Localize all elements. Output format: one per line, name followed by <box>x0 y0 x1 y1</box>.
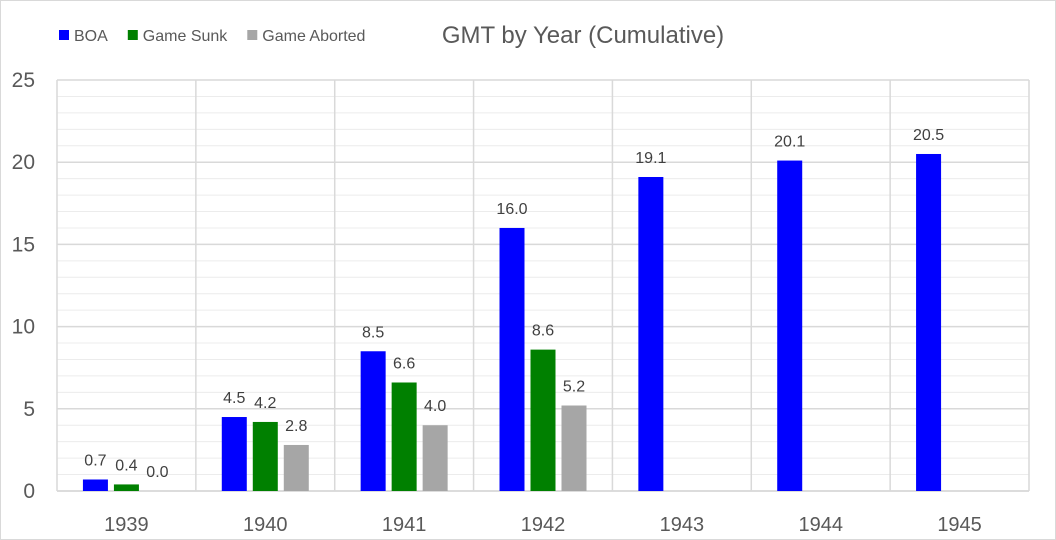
x-tick-label: 1939 <box>104 514 149 536</box>
y-tick-label: 10 <box>12 316 35 339</box>
bar <box>422 425 448 491</box>
data-label: 4.2 <box>254 395 276 412</box>
data-label: 8.6 <box>532 323 554 340</box>
bar <box>113 484 139 491</box>
data-label: 19.1 <box>635 150 666 167</box>
bar <box>283 444 309 491</box>
y-tick-label: 0 <box>23 480 35 503</box>
chart-title: GMT by Year (Cumulative) <box>442 22 724 49</box>
y-axis-ticks: 0 5 10 15 20 25 <box>12 69 35 503</box>
bar <box>638 176 664 491</box>
legend-swatch <box>247 30 258 40</box>
data-label: 0.7 <box>84 452 106 469</box>
x-tick-label: 1943 <box>660 514 705 536</box>
bar <box>221 417 247 491</box>
data-label: 16.0 <box>496 201 527 218</box>
x-tick-label: 1944 <box>798 514 843 536</box>
y-tick-label: 25 <box>12 69 35 92</box>
data-label: 4.0 <box>424 398 446 415</box>
data-label: 20.1 <box>774 134 805 151</box>
x-tick-label: 1942 <box>521 514 566 536</box>
bar <box>252 421 278 491</box>
minor-gridlines <box>57 95 1029 476</box>
bar <box>561 405 587 491</box>
data-labels: 0.7 0.4 0.0 4.5 4.2 2.8 8.5 6.6 4.0 16.0 8.6 5.2 19.… <box>84 127 944 481</box>
bar <box>777 160 803 491</box>
x-axis-ticks: 1939 1940 1941 1942 1943 1944 1945 <box>104 514 982 536</box>
category-gridlines <box>56 80 1030 491</box>
legend-label: Game Sunk <box>143 28 228 45</box>
data-label: 5.2 <box>563 379 585 396</box>
y-tick-label: 20 <box>12 151 35 174</box>
bar <box>391 382 417 491</box>
bar <box>82 479 108 491</box>
legend-swatch <box>127 30 138 40</box>
bar <box>530 349 556 491</box>
x-tick-label: 1945 <box>937 514 982 536</box>
y-tick-label: 5 <box>23 398 35 421</box>
legend-label: BOA <box>74 28 108 45</box>
data-label: 2.8 <box>285 418 307 435</box>
legend-swatch <box>59 30 69 40</box>
legend: BOA Game Sunk Game Aborted <box>59 28 365 45</box>
data-label: 8.5 <box>362 324 384 341</box>
bars <box>82 153 942 492</box>
data-label: 4.5 <box>223 390 245 407</box>
x-tick-label: 1941 <box>382 514 427 536</box>
data-label: 0.4 <box>115 457 137 474</box>
bar <box>916 153 942 492</box>
bar <box>360 351 386 491</box>
x-tick-label: 1940 <box>243 514 288 536</box>
data-label: 0.0 <box>146 464 168 481</box>
legend-label: Game Aborted <box>262 28 365 45</box>
data-label: 6.6 <box>393 355 415 372</box>
data-label: 20.5 <box>913 127 944 144</box>
y-tick-label: 15 <box>12 233 35 256</box>
bar <box>499 227 525 491</box>
